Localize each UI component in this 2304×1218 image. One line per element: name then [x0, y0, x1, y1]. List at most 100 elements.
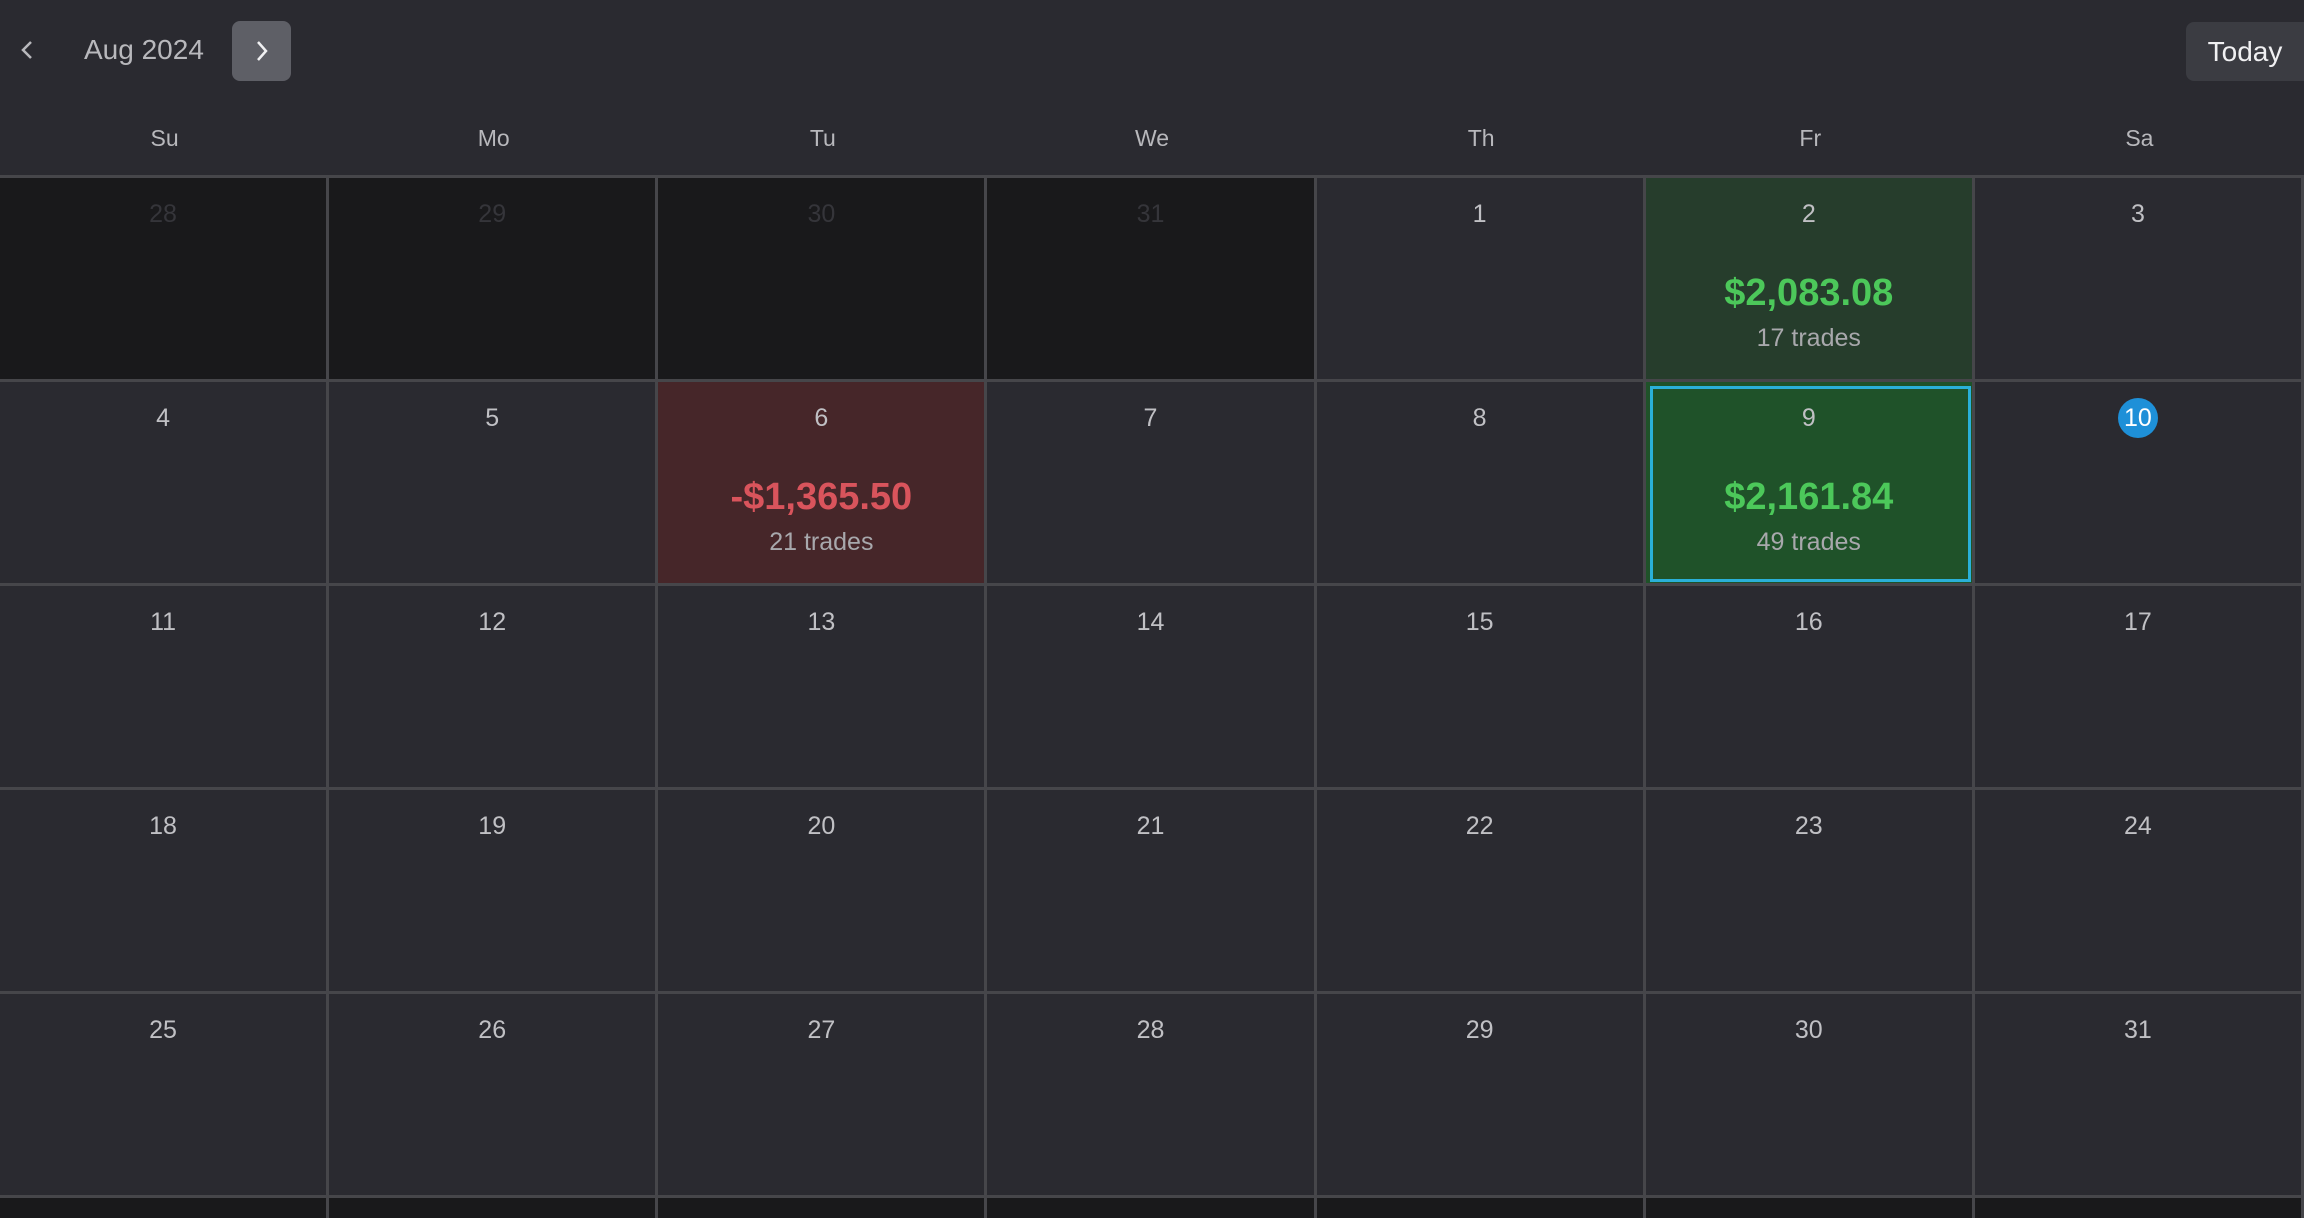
day-number-text: 25 — [149, 1016, 177, 1044]
day-number: 28 — [0, 196, 326, 232]
day-number-text: 6 — [814, 404, 829, 432]
day-cell[interactable]: 19 — [329, 790, 659, 994]
day-cell[interactable]: 20 — [658, 790, 988, 994]
day-cell[interactable]: 8 — [1316, 382, 1646, 586]
day-number: 30 — [658, 196, 984, 232]
day-number: 17 — [1975, 604, 2301, 640]
day-cell[interactable]: 21 — [987, 790, 1317, 994]
day-number: 14 — [987, 604, 1313, 640]
day-number-text: 17 — [2124, 608, 2152, 636]
day-number-text: 7 — [1143, 404, 1158, 432]
day-number: 13 — [658, 604, 984, 640]
day-number: 11 — [0, 604, 326, 640]
day-trades: 21 trades — [769, 528, 874, 556]
day-number: 8 — [1317, 400, 1643, 436]
day-number-text: 13 — [807, 608, 836, 636]
day-cell[interactable]: 17 — [1974, 586, 2304, 790]
day-number: 19 — [329, 808, 655, 844]
day-cell[interactable]: 28 — [987, 994, 1317, 1198]
day-number-text: 28 — [149, 200, 177, 228]
day-cell[interactable]: 15 — [1316, 586, 1646, 790]
day-cell[interactable]: 22 — [1316, 790, 1646, 994]
day-number-text: 20 — [807, 812, 836, 840]
day-number-text: 22 — [1465, 812, 1494, 840]
day-number: 22 — [1317, 808, 1643, 844]
day-cell[interactable]: 24 — [1974, 790, 2304, 994]
day-cell[interactable]: 29 — [1316, 994, 1646, 1198]
day-number-text: 9 — [1801, 404, 1816, 432]
day-number-text: 12 — [478, 608, 507, 636]
day-number-text: 30 — [807, 200, 836, 228]
day-cell[interactable]: 25 — [0, 994, 330, 1198]
month-label: Aug 2024 — [84, 34, 204, 65]
day-cell[interactable]: 5 — [329, 382, 659, 586]
next-month-button[interactable] — [232, 21, 291, 81]
weekday-label: Th — [1467, 125, 1495, 151]
day-number-text: 4 — [156, 404, 171, 432]
day-number: 30 — [1646, 1012, 1972, 1048]
day-cell[interactable]: 6 -$1,365.50 21 trades — [658, 382, 988, 586]
day-number: 9 — [1646, 400, 1972, 436]
day-cell[interactable]: 23 — [1645, 790, 1975, 994]
day-cell[interactable]: 28 — [0, 178, 330, 382]
day-cell[interactable]: 26 — [329, 994, 659, 1198]
day-number-text: 23 — [1794, 812, 1823, 840]
day-trades: 17 trades — [1756, 324, 1861, 352]
day-pnl: $2,161.84 — [1724, 476, 1894, 518]
day-cell[interactable]: 4 — [0, 382, 330, 586]
day-cell[interactable]: 10 — [1974, 382, 2304, 586]
day-cell[interactable]: 30 — [1645, 994, 1975, 1198]
day-number-text: 5 — [485, 404, 500, 432]
weekday-label: Sa — [2125, 125, 2154, 151]
day-number: 16 — [1646, 604, 1972, 640]
day-pnl: $2,083.08 — [1724, 272, 1894, 314]
day-number: 29 — [329, 196, 655, 232]
today-button[interactable]: Today — [2186, 22, 2304, 81]
day-number-text: 31 — [2124, 1016, 2152, 1044]
day-number-text: 19 — [478, 812, 507, 840]
day-number: 31 — [987, 196, 1313, 232]
day-number-text: 8 — [1472, 404, 1487, 432]
day-cell[interactable]: 29 — [329, 178, 659, 382]
day-cell — [987, 1198, 1317, 1218]
day-cell[interactable]: 1 — [1316, 178, 1646, 382]
prev-month-button[interactable] — [14, 30, 40, 70]
day-number: 15 — [1317, 604, 1643, 640]
day-cell[interactable]: 30 — [658, 178, 988, 382]
day-cell[interactable]: 9 $2,161.84 49 trades — [1645, 382, 1975, 586]
day-cell[interactable]: 3 — [1974, 178, 2304, 382]
day-number: 31 — [1975, 1012, 2301, 1048]
day-cell[interactable]: 7 — [987, 382, 1317, 586]
day-number: 28 — [987, 1012, 1313, 1048]
day-number: 2 — [1646, 196, 1972, 232]
day-number: 3 — [1975, 196, 2301, 232]
day-cell[interactable]: 12 — [329, 586, 659, 790]
day-cell[interactable]: 11 — [0, 586, 330, 790]
day-number-text: 29 — [478, 200, 507, 228]
day-number-text: 30 — [1794, 1016, 1823, 1044]
day-number-text: 10 — [2117, 398, 2158, 438]
day-cell[interactable]: 14 — [987, 586, 1317, 790]
day-number: 25 — [0, 1012, 326, 1048]
day-number-text: 3 — [2130, 200, 2145, 228]
weekday-label: Fr — [1799, 125, 1822, 151]
day-number-text: 16 — [1794, 608, 1823, 636]
day-cell[interactable]: 27 — [658, 994, 988, 1198]
day-number-text: 24 — [2124, 812, 2152, 840]
day-pnl: -$1,365.50 — [730, 476, 913, 518]
day-number: 1 — [1317, 196, 1643, 232]
day-number: 29 — [1317, 1012, 1643, 1048]
day-cell[interactable]: 16 — [1645, 586, 1975, 790]
day-cell[interactable]: 2 $2,083.08 17 trades — [1645, 178, 1975, 382]
day-cell[interactable]: 18 — [0, 790, 330, 994]
day-cell[interactable]: 31 — [1974, 994, 2304, 1198]
day-number: 5 — [329, 400, 655, 436]
day-number-text: 27 — [807, 1016, 836, 1044]
day-cell[interactable]: 31 — [987, 178, 1317, 382]
day-cell[interactable]: 13 — [658, 586, 988, 790]
day-number: 27 — [658, 1012, 984, 1048]
day-number-text: 11 — [150, 608, 177, 636]
day-number: 7 — [987, 400, 1313, 436]
weekday-label: Tu — [809, 125, 836, 151]
